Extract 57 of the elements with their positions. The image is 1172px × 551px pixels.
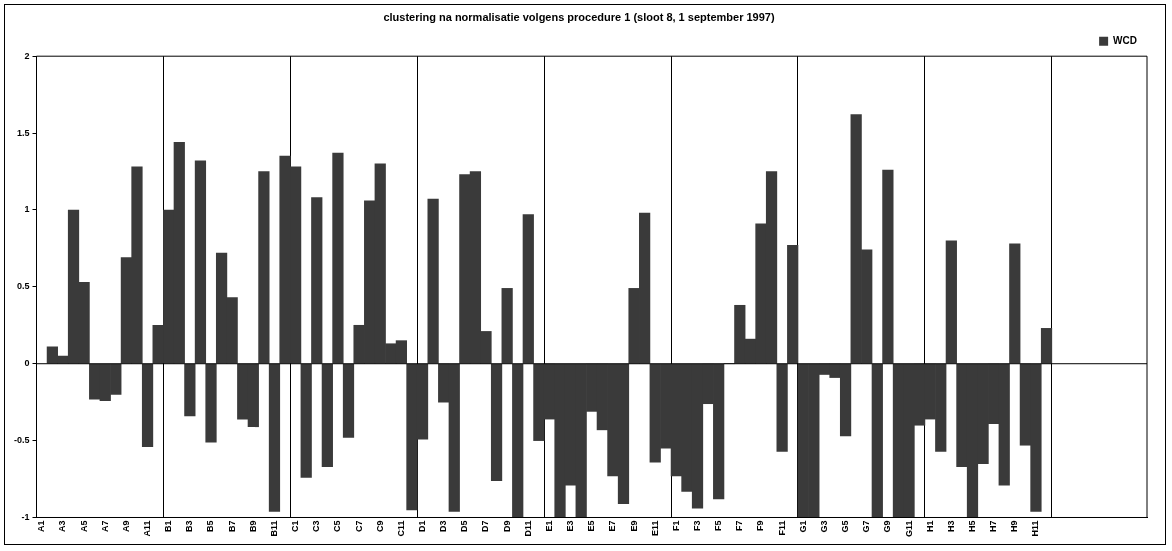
x-tick-label: E1	[543, 520, 554, 532]
y-tick-label: 0.5	[16, 281, 30, 292]
y-tick-label: 1	[24, 204, 30, 215]
legend-label: WCD	[1113, 34, 1138, 46]
x-tick-label: D1	[417, 520, 428, 532]
x-tick-label: H3	[945, 520, 956, 532]
x-tick-label: G3	[818, 520, 829, 533]
x-tick-label: G9	[882, 520, 893, 533]
x-tick-label: B11	[268, 520, 279, 537]
x-tick-label: C9	[374, 520, 385, 532]
x-tick-label: D11	[522, 520, 533, 537]
x-tick-label: F3	[692, 520, 702, 531]
x-tick-label: G7	[861, 520, 872, 533]
x-tick-label: E7	[607, 520, 618, 532]
x-tick-label: A9	[120, 520, 131, 532]
x-tick-label: G11	[903, 520, 914, 537]
x-tick-label: D5	[459, 520, 470, 532]
x-tick-label: E5	[586, 520, 597, 532]
x-tick-label: F11	[776, 520, 787, 536]
y-tick-label: -0.5	[13, 435, 30, 446]
x-tick-label: D3	[438, 520, 449, 532]
x-tick-label: H9	[1009, 520, 1020, 532]
x-tick-label: G1	[797, 520, 808, 533]
y-tick-label: 0	[24, 358, 30, 369]
x-tick-label: C11	[395, 520, 406, 537]
x-tick-label: C7	[353, 520, 364, 532]
x-tick-label: H5	[966, 520, 977, 532]
y-tick-label: -1	[21, 511, 30, 522]
x-tick-label: H7	[988, 520, 999, 532]
x-tick-label: B9	[247, 520, 258, 532]
x-tick-label: G5	[840, 520, 851, 533]
x-tick-label: B1	[163, 520, 174, 532]
x-tick-label: B7	[226, 520, 237, 532]
x-tick-label: B5	[205, 520, 216, 532]
x-tick-label: E3	[565, 520, 576, 532]
x-tick-label: A7	[99, 520, 110, 532]
x-tick-label: D7	[480, 520, 491, 532]
x-tick-label: F5	[713, 520, 724, 531]
x-tick-label: C5	[332, 520, 343, 532]
x-tick-label: H1	[924, 520, 935, 532]
x-tick-label: F1	[670, 520, 681, 531]
x-tick-label: D9	[501, 520, 512, 532]
x-tick-label: B3	[184, 520, 195, 532]
x-tick-label: A3	[57, 520, 68, 532]
x-tick-label: H11	[1030, 520, 1041, 537]
y-tick-label: 2	[24, 50, 30, 61]
y-tick-label: 1.5	[16, 127, 30, 138]
x-tick-label: A1	[36, 520, 47, 532]
chart-title: clustering na normalisatie volgens procedure 1 (sloot 8, 1 september 1997)	[383, 10, 775, 23]
x-tick-label: C1	[290, 520, 301, 532]
x-tick-label: E9	[628, 520, 639, 532]
x-tick-label: F9	[755, 520, 766, 531]
x-tick-label: A11	[142, 520, 153, 537]
x-tick-label: A5	[78, 520, 89, 532]
x-tick-label: C3	[311, 520, 322, 532]
x-tick-label: E11	[649, 520, 660, 537]
x-tick-label: F7	[734, 520, 745, 531]
